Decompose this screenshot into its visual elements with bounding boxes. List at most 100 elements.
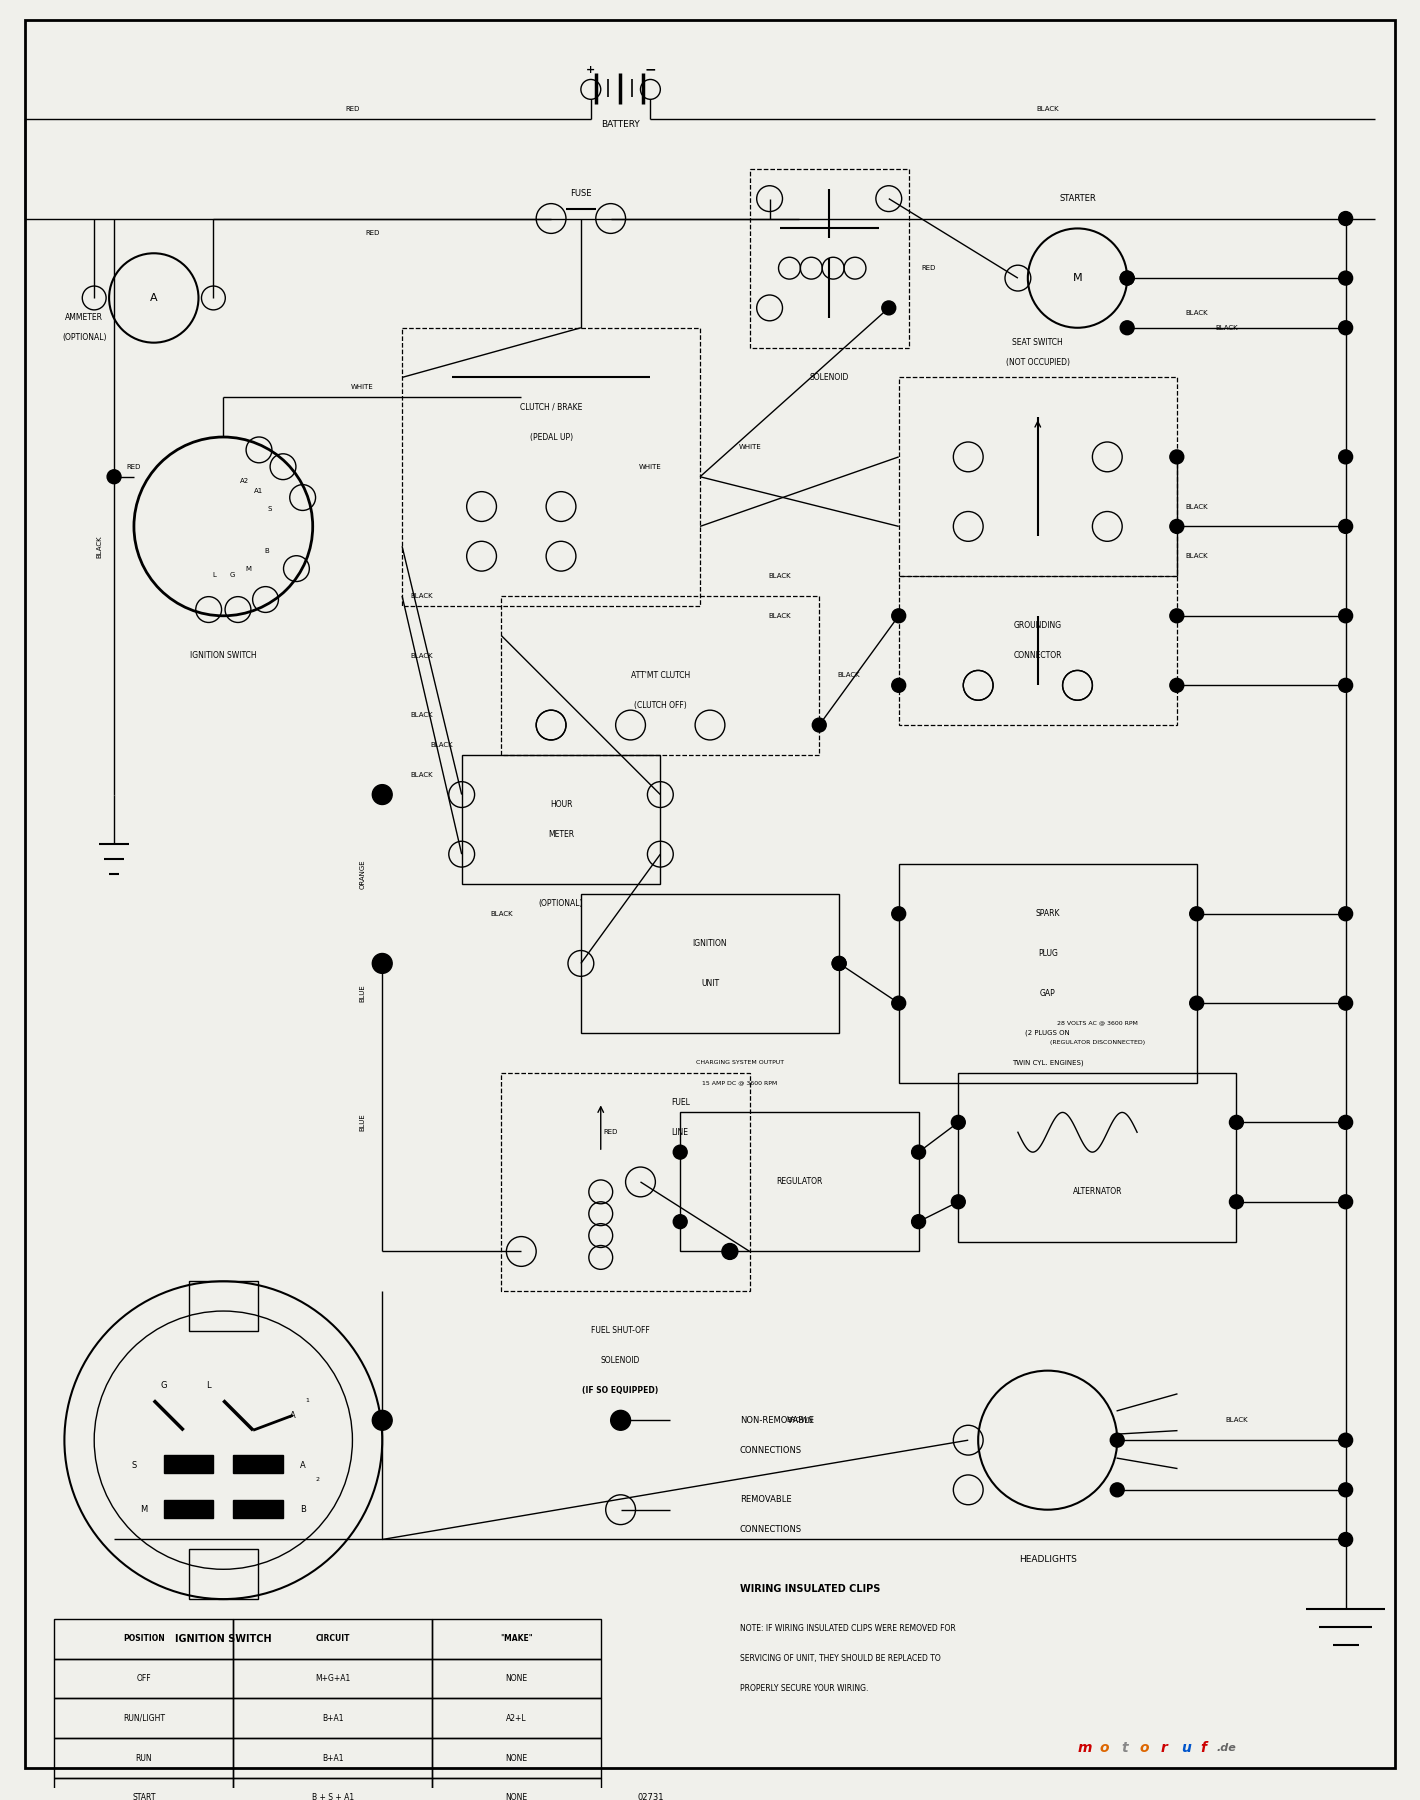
Bar — [680, 1112, 919, 1251]
Bar — [432, 1699, 601, 1739]
Circle shape — [1120, 320, 1135, 335]
Text: BLACK: BLACK — [1186, 553, 1208, 560]
Text: HEADLIGHTS: HEADLIGHTS — [1018, 1555, 1076, 1564]
Text: IGNITION: IGNITION — [693, 940, 727, 949]
Text: STARTER: STARTER — [1059, 194, 1096, 203]
Text: WHITE: WHITE — [351, 385, 373, 391]
Text: 1: 1 — [305, 1399, 310, 1402]
Circle shape — [1190, 995, 1204, 1010]
Bar — [233, 1454, 283, 1472]
Text: BATTERY: BATTERY — [601, 119, 640, 128]
Text: M: M — [246, 567, 251, 572]
Text: 2: 2 — [315, 1478, 320, 1483]
Text: BROWN: BROWN — [785, 1417, 812, 1424]
Text: BLACK: BLACK — [490, 911, 513, 916]
Text: G: G — [160, 1381, 168, 1390]
Text: PLUG: PLUG — [1038, 949, 1058, 958]
Circle shape — [372, 1411, 392, 1431]
Text: o: o — [1099, 1741, 1109, 1755]
Bar — [233, 1739, 432, 1778]
Text: BLACK: BLACK — [768, 572, 791, 580]
Text: POSITION: POSITION — [124, 1634, 165, 1643]
Text: BLACK: BLACK — [410, 713, 433, 718]
Circle shape — [882, 301, 896, 315]
Circle shape — [372, 785, 392, 805]
Circle shape — [1339, 320, 1353, 335]
Text: A: A — [151, 293, 158, 302]
Text: BLACK: BLACK — [768, 612, 791, 619]
Circle shape — [832, 956, 846, 970]
Text: FUSE: FUSE — [571, 189, 592, 198]
Circle shape — [1170, 520, 1184, 533]
Bar — [54, 1778, 233, 1800]
Circle shape — [951, 1116, 966, 1129]
Text: ALTERNATOR: ALTERNATOR — [1072, 1188, 1122, 1197]
Circle shape — [1339, 1195, 1353, 1210]
Circle shape — [673, 1145, 687, 1159]
Text: A2: A2 — [240, 479, 248, 484]
Circle shape — [1110, 1433, 1125, 1447]
Text: TWIN CYL. ENGINES): TWIN CYL. ENGINES) — [1012, 1060, 1083, 1066]
Text: r: r — [1162, 1741, 1167, 1755]
Bar — [189, 1282, 258, 1330]
Circle shape — [1339, 212, 1353, 225]
Text: FUEL: FUEL — [670, 1098, 690, 1107]
Text: BLACK: BLACK — [1216, 324, 1238, 331]
Circle shape — [912, 1215, 926, 1229]
Text: A2+L: A2+L — [506, 1714, 527, 1723]
Text: CLUTCH / BRAKE: CLUTCH / BRAKE — [520, 403, 582, 412]
Bar — [501, 596, 819, 754]
Text: CONNECTIONS: CONNECTIONS — [740, 1445, 802, 1454]
Text: BLACK: BLACK — [1186, 310, 1208, 315]
Circle shape — [1339, 450, 1353, 464]
Text: t: t — [1122, 1741, 1127, 1755]
Circle shape — [1190, 907, 1204, 922]
Circle shape — [1339, 272, 1353, 284]
Bar — [233, 1618, 432, 1658]
Bar — [432, 1658, 601, 1699]
Text: M: M — [141, 1505, 148, 1514]
Text: UNIT: UNIT — [701, 979, 719, 988]
Circle shape — [1230, 1116, 1244, 1129]
Text: B+A1: B+A1 — [322, 1753, 344, 1762]
Text: SOLENOID: SOLENOID — [809, 373, 849, 382]
Text: −: − — [645, 63, 656, 77]
Circle shape — [1339, 520, 1353, 533]
Text: RED: RED — [604, 1129, 618, 1136]
Text: .de: .de — [1217, 1742, 1237, 1753]
Text: ATT'MT CLUTCH: ATT'MT CLUTCH — [630, 671, 690, 680]
Text: B: B — [300, 1505, 305, 1514]
Circle shape — [951, 1195, 966, 1210]
Text: START: START — [132, 1793, 156, 1800]
Text: PROPERLY SECURE YOUR WIRING.: PROPERLY SECURE YOUR WIRING. — [740, 1685, 868, 1694]
Circle shape — [1230, 1195, 1244, 1210]
Text: CHARGING SYSTEM OUTPUT: CHARGING SYSTEM OUTPUT — [696, 1060, 784, 1066]
Bar — [432, 1618, 601, 1658]
Text: LINE: LINE — [672, 1129, 689, 1138]
Circle shape — [832, 956, 846, 970]
Text: RUN/LIGHT: RUN/LIGHT — [124, 1714, 165, 1723]
Text: SEAT SWITCH: SEAT SWITCH — [1012, 338, 1064, 347]
Text: RUN: RUN — [135, 1753, 152, 1762]
Circle shape — [1170, 608, 1184, 623]
Circle shape — [721, 1244, 738, 1260]
Circle shape — [1339, 1532, 1353, 1546]
Circle shape — [1339, 995, 1353, 1010]
Circle shape — [1170, 679, 1184, 693]
Text: METER: METER — [548, 830, 574, 839]
Circle shape — [372, 954, 392, 974]
Bar — [233, 1778, 432, 1800]
Bar — [54, 1618, 233, 1658]
Text: CONNECTIONS: CONNECTIONS — [740, 1525, 802, 1534]
Circle shape — [1339, 1483, 1353, 1498]
Bar — [899, 576, 1177, 725]
Text: GAP: GAP — [1039, 988, 1055, 997]
Circle shape — [673, 1215, 687, 1229]
Circle shape — [812, 718, 826, 733]
Bar — [54, 1658, 233, 1699]
Text: (CLUTCH OFF): (CLUTCH OFF) — [633, 700, 687, 709]
Text: REGULATOR: REGULATOR — [777, 1177, 822, 1186]
Bar — [233, 1499, 283, 1517]
Text: A1: A1 — [254, 488, 263, 495]
Circle shape — [892, 907, 906, 922]
